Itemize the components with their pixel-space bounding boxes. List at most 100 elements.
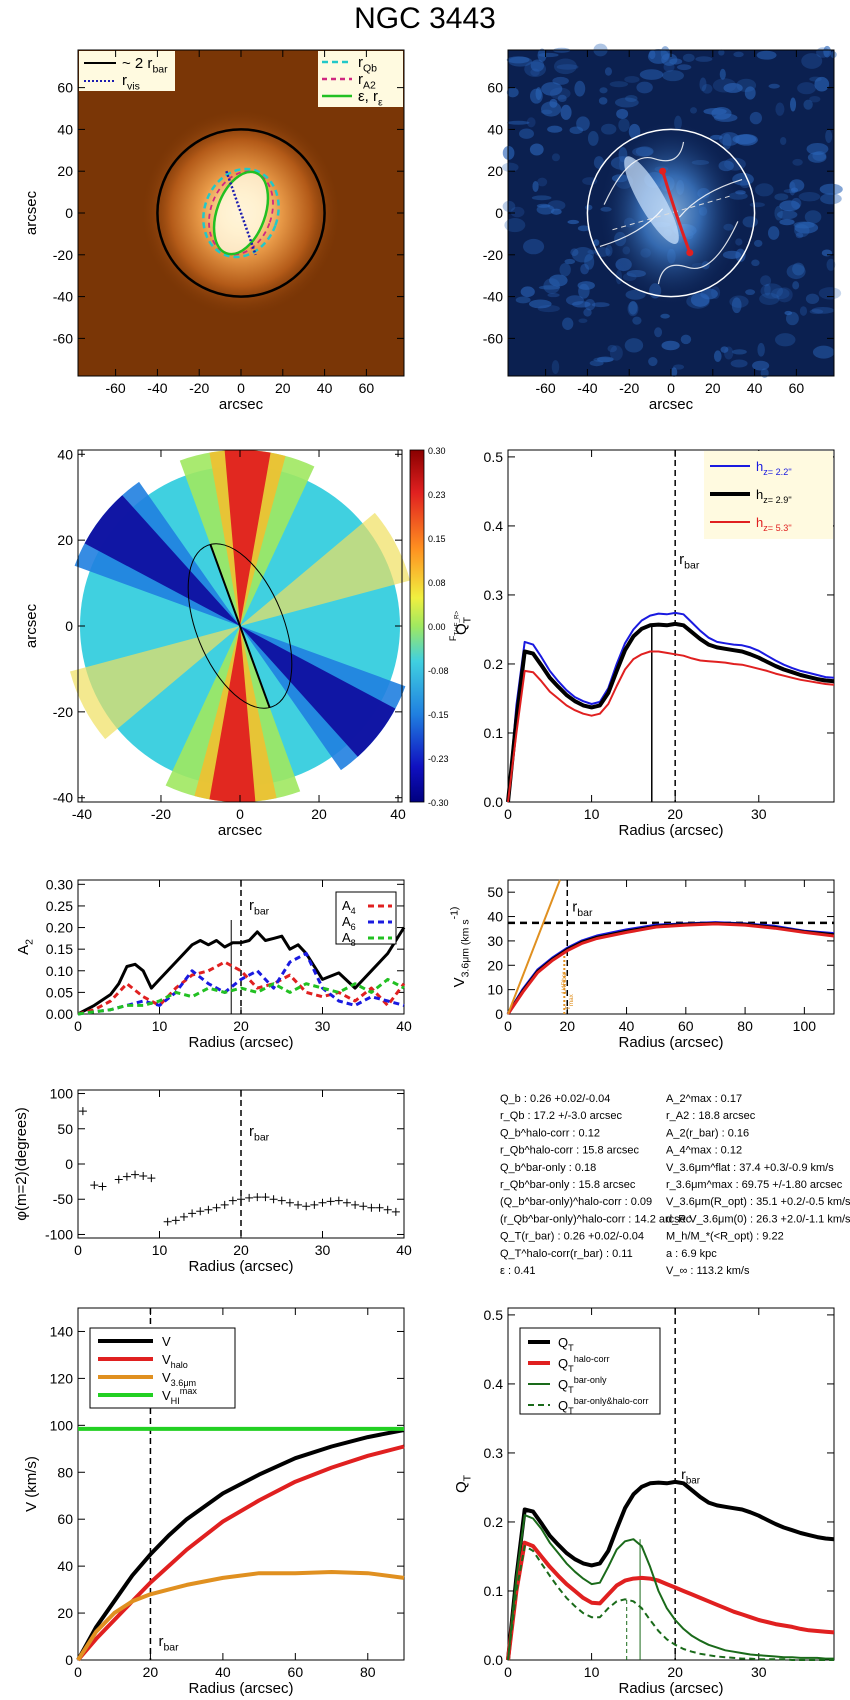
y-tick-label: 0.5 [484,1307,504,1323]
phase-point [204,1205,213,1214]
y-tick-label: -60 [53,330,73,346]
texture-blob [774,193,789,201]
phase-point [228,1196,237,1205]
legend-label: QTbar-only [558,1375,607,1395]
texture-blob [506,87,519,98]
legend-label: ε, rε [358,88,383,109]
x-tick-label: 40 [747,380,763,396]
x-tick-label: 40 [396,1242,412,1258]
texture-blob [556,64,579,70]
y-tick-label: 0.2 [484,1514,504,1530]
texture-blob [753,239,763,247]
texture-blob [682,53,695,63]
texture-blob [821,249,833,257]
texture-blob [616,108,629,119]
texture-blob [806,142,829,155]
texture-blob [574,80,586,97]
texture-blob [636,81,653,94]
stats-block: Q_b : 0.26 +0.02/-0.04 r_Qb : 17.2 +/-3.0… [500,1093,850,1277]
y-axis-label: arcsec [23,603,40,648]
y-tick-label: 40 [57,1558,73,1574]
texture-blob [593,357,614,363]
texture-blob [551,360,560,374]
axes-frame [507,449,835,803]
texture-blob [599,87,608,94]
panel-qt-corrections: 0 10 20 30 0.0 0.1 0.2 0.3 0.4 0.5 Radius (arcsec)… [453,1307,835,1697]
texture-blob [547,125,563,133]
texture-blob [523,238,545,255]
x-axis-label: arcsec [218,822,263,839]
texture-blob [792,281,800,290]
y-tick-label: 0 [65,618,73,634]
panel-fourier: 0 10 20 30 40 0.00 0.05 0.10 0.15 0.20 0.25 0.30 Rad… [15,876,412,1051]
colorbar-tick-label: -0.08 [428,666,449,676]
series-#e02020 [507,650,835,803]
y-tick-label: 20 [487,163,503,179]
x-tick-label: 10 [584,1664,600,1680]
series-#1a1ae0 [506,921,835,1015]
y-tick-label: 100 [50,1086,74,1102]
texture-blob [803,99,813,110]
map-wedge-negative [84,495,240,626]
texture-blob [559,262,571,277]
texture-blob [794,221,819,234]
y-tick-label: 0.4 [484,1376,504,1392]
texture-blob [535,87,542,101]
x-tick-label: 20 [705,380,721,396]
texture-blob [812,345,835,359]
legend-label: VHImax [162,1386,197,1406]
y-tick-label: 40 [57,121,73,137]
x-tick-label: 100 [793,1018,817,1034]
phase-point [147,1174,156,1183]
stat-right-1: r_A2 : 18.8 arcsec [666,1110,756,1122]
phase-point [269,1195,278,1204]
texture-blob [814,76,830,92]
texture-blob [632,316,642,325]
y-tick-label: -20 [53,247,73,263]
x-axis-label: Radius (arcsec) [188,1258,293,1275]
stat-right-5: r_3.6μm^max : 69.75 +/-1.80 arcsec [666,1179,843,1191]
phase-point [163,1217,172,1226]
y-tick-label: 50 [487,884,503,900]
texture-blob [745,289,756,296]
texture-blob [672,364,685,370]
y-axis-label: V (km/s) [23,1456,40,1512]
rbar-label: rbar [249,1123,270,1144]
series-#000000 [506,921,835,1015]
texture-blob [767,226,780,240]
series-#e09020 [507,879,561,1015]
texture-blob [648,49,656,60]
y-tick-label: 10 [487,982,503,998]
texture-blob [825,129,833,144]
x-tick-label: 0 [504,1664,512,1680]
texture-blob [722,133,732,150]
map-wedge-negative [240,626,396,757]
y-tick-label: -100 [45,1226,73,1242]
texture-blob [528,299,552,309]
y-tick-label: 0 [495,205,503,221]
texture-blob [577,281,595,290]
phase-point [171,1216,180,1225]
texture-blob [797,82,816,95]
texture-blob [547,292,560,298]
rmax-label: rmax1/4Rbar [561,972,575,1009]
texture-blob [502,162,519,172]
phase-point [237,1195,245,1204]
phase-point [245,1193,254,1202]
texture-blob [798,192,821,202]
texture-blob [794,224,810,238]
series-#e02020 [506,922,835,1015]
colorbar-tick-label: 0.23 [428,490,446,500]
texture-blob [526,117,536,128]
colorbar-tick-label: 0.08 [428,578,446,588]
texture-blob [784,310,793,316]
map-wedge [69,626,240,740]
texture-blob [774,333,796,347]
x-tick-label: 80 [360,1664,376,1680]
x-tick-label: 20 [233,1242,249,1258]
y-tick-label: 0.1 [484,725,504,741]
x-tick-label: 80 [737,1018,753,1034]
texture-blob [757,342,765,357]
texture-blob [742,216,759,228]
